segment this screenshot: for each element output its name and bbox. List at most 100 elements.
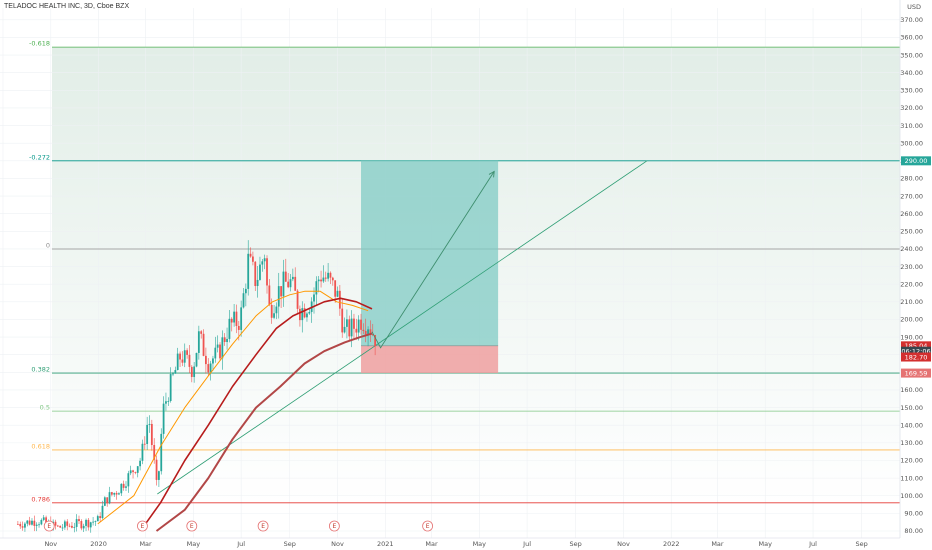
price-tag-label: 182.70: [905, 353, 928, 361]
fib-label: -0.272: [29, 153, 50, 161]
candle-body: [303, 308, 306, 318]
candle-body: [94, 521, 97, 522]
candle-body: [284, 271, 287, 282]
candle-body: [165, 401, 167, 404]
candle-body: [268, 285, 271, 305]
candle-body: [75, 519, 78, 527]
candle-body: [320, 279, 322, 282]
candle-body: [266, 258, 268, 286]
candle-body: [322, 277, 325, 282]
candle-body: [219, 344, 221, 359]
candle-body: [348, 319, 351, 337]
price-tick-label: 310.00: [900, 122, 923, 130]
candle-body: [301, 308, 304, 321]
candle-body: [125, 486, 127, 488]
candle-body: [179, 353, 181, 360]
candle-body: [115, 492, 118, 495]
candle-body: [336, 290, 339, 297]
candle-body: [327, 272, 330, 279]
time-axis[interactable]: Nov 2020 Mar May Jul Sep Nov 2021 Mar May Jul Sep No…: [0, 537, 932, 550]
candle-body: [315, 281, 318, 295]
candle-body: [167, 400, 170, 402]
candle-body: [150, 423, 153, 446]
candle-body: [287, 281, 290, 288]
price-tag-bg: [901, 368, 931, 378]
candle-body: [174, 369, 177, 374]
time-tick-label: May: [473, 540, 487, 548]
candle-body: [59, 525, 62, 528]
time-tick-label: Sep: [855, 540, 867, 548]
price-tick-label: 250.00: [900, 228, 923, 236]
trendline[interactable]: [157, 160, 648, 495]
candle-body: [205, 355, 207, 365]
fib-label: -0.618: [29, 40, 50, 48]
candle-body: [42, 517, 45, 520]
candle-body: [254, 261, 257, 287]
candle-body: [61, 527, 64, 529]
candle-body: [275, 306, 278, 314]
candle-body: [216, 344, 219, 348]
price-tick-label: 260.00: [900, 210, 923, 218]
candle-body: [313, 294, 315, 302]
candle-body: [186, 350, 189, 355]
candle-body: [350, 318, 353, 337]
projection-path[interactable]: [371, 170, 495, 349]
price-tick-label: 330.00: [900, 87, 923, 95]
fib-label: 0.618: [31, 442, 50, 450]
candle-body: [33, 520, 36, 526]
earnings-marker: [186, 520, 198, 532]
chart-title: TELADOC HEALTH INC, 3D, Cboe BZX: [4, 3, 130, 10]
candle-body: [26, 520, 29, 524]
candle-body: [148, 423, 151, 425]
candle-body: [259, 264, 261, 280]
candle-body: [162, 403, 165, 434]
candle-body: [73, 526, 76, 528]
fib-label: 0.5: [40, 404, 50, 412]
fib-label: 0.786: [31, 495, 50, 503]
price-tick-label: 210.00: [900, 298, 923, 306]
price-tick-label: 90.00: [904, 510, 923, 518]
price-tag-bg: [901, 352, 931, 362]
long-position-tool[interactable]: [361, 160, 499, 374]
candle-body: [249, 253, 252, 257]
candle-body: [362, 329, 365, 332]
candle-body: [329, 272, 332, 278]
time-tick-label: Sep: [570, 540, 582, 548]
candle-body: [338, 290, 341, 309]
candle-body: [19, 524, 22, 527]
candle-body: [63, 521, 66, 528]
earnings-marker: [137, 520, 148, 532]
candle-body: [214, 347, 217, 359]
time-tick-label: Nov: [331, 540, 344, 548]
candle-body: [374, 335, 377, 347]
candle-body: [324, 277, 327, 279]
price-tick-label: 140.00: [900, 421, 923, 429]
candle-body: [230, 318, 233, 323]
candle-body: [235, 311, 238, 326]
candle-body: [28, 520, 31, 525]
candle-body: [141, 443, 144, 461]
price-tick-label: 80.00: [904, 527, 923, 535]
candle-body: [132, 470, 134, 473]
price-tag-label: 185.04: [905, 342, 928, 350]
candle-body: [355, 328, 358, 333]
price-tick-label: 160.00: [900, 386, 923, 394]
candle-body: [99, 516, 102, 519]
candle-body: [136, 466, 139, 473]
candle-body: [101, 505, 104, 519]
candle-body: [221, 337, 224, 359]
ma-slow-line: [155, 332, 373, 532]
candle-body: [212, 358, 214, 364]
candle-body: [360, 319, 362, 330]
time-tick-label: Jul: [236, 540, 245, 548]
candle-body: [289, 279, 292, 288]
candle-body: [155, 459, 158, 480]
candle-body: [209, 363, 212, 373]
price-axis[interactable]: USD 80.00 90.00 100.00 110.00 120.00 130.00 140…: [899, 0, 932, 550]
candle-body: [176, 353, 179, 370]
candle-body: [317, 279, 320, 282]
candle-body: [308, 311, 311, 314]
